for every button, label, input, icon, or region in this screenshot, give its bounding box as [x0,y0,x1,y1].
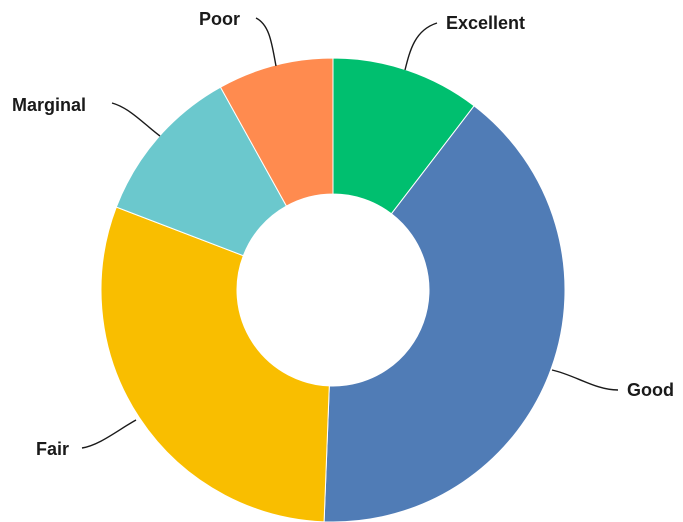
leader-lines-group [81,17,619,449]
leader-line-good [551,369,619,391]
slice-poor [219,57,334,207]
data-label-fair: Fair [36,439,69,459]
data-label-good: Good [627,380,674,400]
leader-line-excellent [404,22,438,71]
slice-good [323,105,566,522]
data-label-excellent: Excellent [446,13,525,33]
data-label-marginal: Marginal [12,95,86,115]
leader-line-fair [81,419,137,449]
leader-line-poor [255,17,277,67]
slice-fair [100,206,330,522]
labels-group: Excellent Good Fair Marginal Poor [12,9,674,459]
leader-line-marginal [111,102,161,137]
data-label-poor: Poor [199,9,240,29]
slices-group [100,57,566,522]
